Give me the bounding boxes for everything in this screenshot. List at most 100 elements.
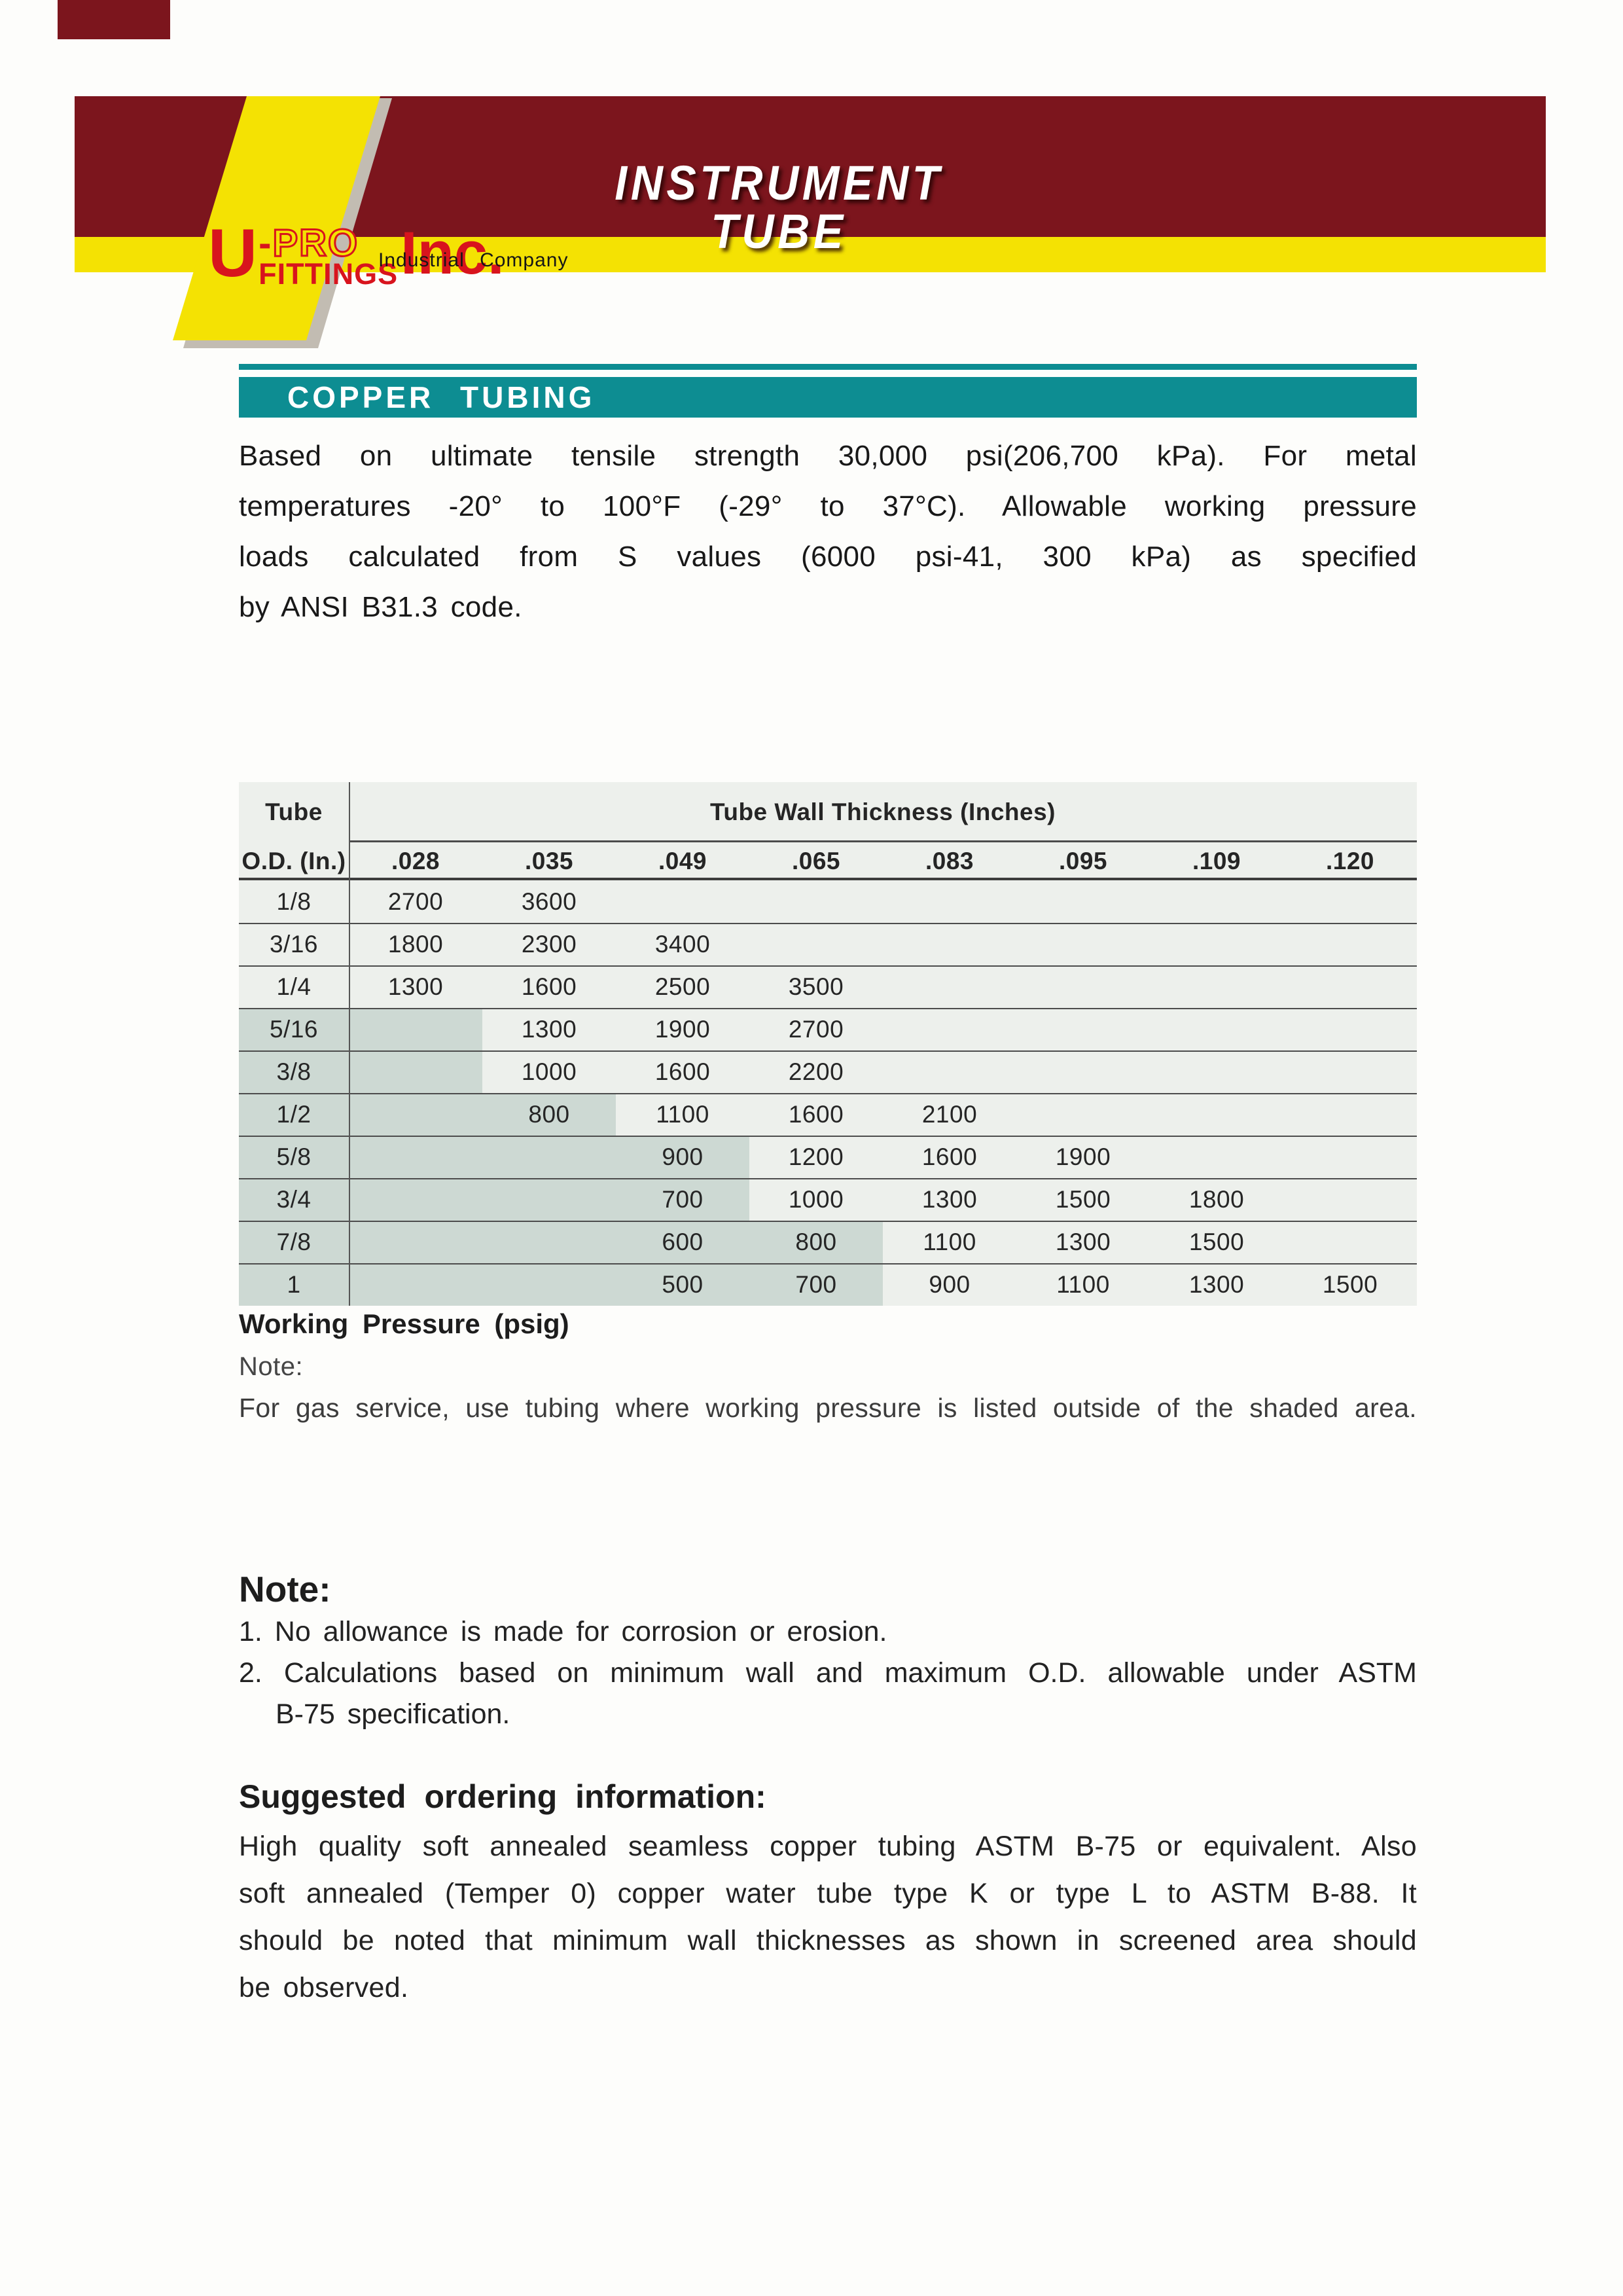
note-item-line: 1. No allowance is made for corrosion or…	[239, 1616, 887, 1647]
table-rule	[239, 1178, 1417, 1179]
table-cell: 1300	[1188, 1270, 1245, 1298]
text-line: High quality soft annealed seamless copp…	[239, 1831, 1417, 1862]
table-cell: 800	[795, 1228, 837, 1255]
table-rule	[239, 1008, 1417, 1009]
company-tagline: Industrial Company	[378, 249, 569, 271]
note-item-line: 2. Calculations based on minimum wall an…	[239, 1657, 1417, 1689]
table-column-header: .065	[791, 848, 840, 874]
ordering-paragraph: High quality soft annealed seamless copp…	[239, 1823, 1417, 2011]
page-header-banner: INSTRUMENT TUBE U -PRO FITTINGS Inc. Ind…	[0, 0, 1623, 393]
table-row-label: 1/2	[276, 1100, 312, 1128]
table-cell: 900	[929, 1270, 971, 1298]
table-cell: 2700	[387, 888, 444, 915]
table-cell: 1300	[1055, 1228, 1111, 1255]
text-line: by ANSI B31.3 code.	[239, 591, 522, 623]
corner-print-mark	[58, 0, 170, 39]
table-cell: 700	[662, 1185, 704, 1213]
section-header: COPPER TUBING	[239, 377, 1417, 418]
table-row-label: 3/4	[276, 1185, 312, 1213]
logo-pro-outline: PRO	[272, 222, 359, 264]
table-cell: 1000	[521, 1058, 577, 1085]
table-cell: 800	[528, 1100, 570, 1128]
table-shading	[239, 1178, 749, 1221]
table-rule	[239, 1263, 1417, 1265]
page-title: INSTRUMENT TUBE	[615, 156, 943, 259]
table-shading	[239, 1050, 482, 1093]
table-cell: 1800	[387, 930, 444, 958]
text-line: temperatures -20° to 100°F (-29° to 37°C…	[239, 490, 1417, 522]
table-cell: 1500	[1055, 1185, 1111, 1213]
logo-hyphen: -	[259, 222, 273, 264]
table-cell: 1600	[921, 1143, 978, 1170]
logo-inc-text: Inc.	[401, 220, 505, 287]
table-cell: 1100	[1056, 1270, 1110, 1298]
table-cell: 1300	[521, 1015, 577, 1043]
table-row-label: 1/8	[276, 888, 312, 915]
table-cell: 2200	[788, 1058, 844, 1085]
table-cell: 1800	[1188, 1185, 1245, 1213]
table-cell: 900	[662, 1143, 704, 1170]
table-cell: 700	[795, 1270, 837, 1298]
table-note-label: Note:	[239, 1352, 304, 1381]
table-rule	[239, 1093, 1417, 1094]
table-row-label: 1	[287, 1270, 301, 1298]
table-row-label: 3/8	[276, 1058, 312, 1085]
table-row-label: 7/8	[276, 1228, 312, 1255]
table-cell: 500	[662, 1270, 704, 1298]
logo-letter-u: U	[208, 215, 258, 291]
table-column-header: .049	[658, 848, 707, 874]
table-cell: 1000	[788, 1185, 844, 1213]
table-row-label: 5/16	[269, 1015, 318, 1043]
table-cell: 1500	[1322, 1270, 1378, 1298]
table-column-header: .035	[524, 848, 573, 874]
text-line: Based on ultimate tensile strength 30,00…	[239, 440, 1417, 472]
table-cell: 2500	[654, 973, 711, 1000]
table-cell: 3500	[788, 973, 844, 1000]
table-rule	[239, 1221, 1417, 1222]
table-row-label: 1/4	[276, 973, 312, 1000]
table-rule	[239, 965, 1417, 967]
table-shading	[239, 1136, 749, 1178]
table-cell: 1600	[654, 1058, 711, 1085]
table-span-header: Tube Wall Thickness (Inches)	[710, 798, 1056, 825]
table-cell: 1600	[788, 1100, 844, 1128]
table-shading	[239, 1221, 883, 1263]
table-shading	[239, 1263, 883, 1306]
table-divider	[349, 782, 350, 1306]
logo-pro-text: -PRO	[259, 223, 398, 263]
table-cell: 1100	[923, 1228, 976, 1255]
table-rule	[239, 1136, 1417, 1137]
section-bar-accent	[239, 364, 1417, 370]
table-cell: 1500	[1188, 1228, 1245, 1255]
table-corner-header: Tube	[265, 798, 323, 825]
table-cell: 1200	[788, 1143, 844, 1170]
table-corner-header: O.D. (In.)	[241, 848, 346, 874]
table-rule	[349, 840, 1417, 842]
table-cell: 1600	[521, 973, 577, 1000]
table-column-header: .109	[1192, 848, 1241, 874]
working-pressure-table: Tube O.D. (In.) Tube Wall Thickness (Inche…	[239, 782, 1417, 1306]
table-cell: 600	[662, 1228, 704, 1255]
intro-paragraph: Based on ultimate tensile strength 30,00…	[239, 431, 1417, 632]
table-row-label: 3/16	[269, 930, 318, 958]
table-column-header: .095	[1058, 848, 1107, 874]
table-column-header: .120	[1325, 848, 1374, 874]
table-shading	[239, 1093, 616, 1136]
text-line: be observed.	[239, 1972, 409, 2003]
ordering-heading: Suggested ordering information:	[239, 1778, 766, 1815]
table-cell: 1300	[387, 973, 444, 1000]
table-cell: 3400	[654, 930, 711, 958]
table-row-label: 5/8	[276, 1143, 312, 1170]
table-caption: Working Pressure (psig)	[239, 1308, 569, 1339]
table-cell: 3600	[521, 888, 577, 915]
table-rule	[239, 1050, 1417, 1052]
notes-heading: Note:	[239, 1569, 331, 1609]
company-logo: U -PRO FITTINGS Inc.	[208, 215, 505, 291]
table-cell: 2100	[921, 1100, 978, 1128]
table-cell: 2700	[788, 1015, 844, 1043]
table-column-header: .028	[391, 848, 440, 874]
table-cell: 1300	[921, 1185, 978, 1213]
text-line: should be noted that minimum wall thickn…	[239, 1925, 1417, 1956]
table-column-header: .083	[925, 848, 974, 874]
